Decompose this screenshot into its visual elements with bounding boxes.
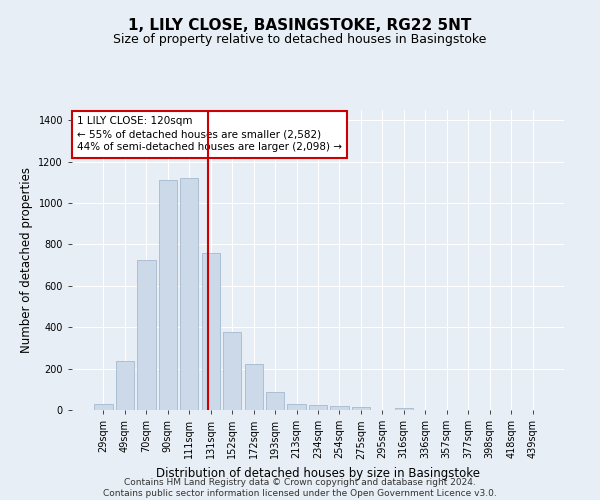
Bar: [202, 253, 220, 410]
Bar: [395, 408, 413, 410]
Bar: [116, 362, 134, 410]
Bar: [137, 260, 155, 410]
Bar: [309, 405, 327, 410]
Text: 1, LILY CLOSE, BASINGSTOKE, RG22 5NT: 1, LILY CLOSE, BASINGSTOKE, RG22 5NT: [128, 18, 472, 32]
X-axis label: Distribution of detached houses by size in Basingstoke: Distribution of detached houses by size …: [156, 467, 480, 480]
Bar: [223, 332, 241, 410]
Text: Size of property relative to detached houses in Basingstoke: Size of property relative to detached ho…: [113, 32, 487, 46]
Bar: [94, 404, 113, 410]
Bar: [287, 404, 305, 410]
Bar: [331, 406, 349, 410]
Bar: [245, 364, 263, 410]
Bar: [352, 407, 370, 410]
Bar: [266, 392, 284, 410]
Bar: [159, 180, 177, 410]
Bar: [180, 178, 199, 410]
Text: Contains HM Land Registry data © Crown copyright and database right 2024.
Contai: Contains HM Land Registry data © Crown c…: [103, 478, 497, 498]
Y-axis label: Number of detached properties: Number of detached properties: [20, 167, 33, 353]
Text: 1 LILY CLOSE: 120sqm
← 55% of detached houses are smaller (2,582)
44% of semi-de: 1 LILY CLOSE: 120sqm ← 55% of detached h…: [77, 116, 342, 152]
